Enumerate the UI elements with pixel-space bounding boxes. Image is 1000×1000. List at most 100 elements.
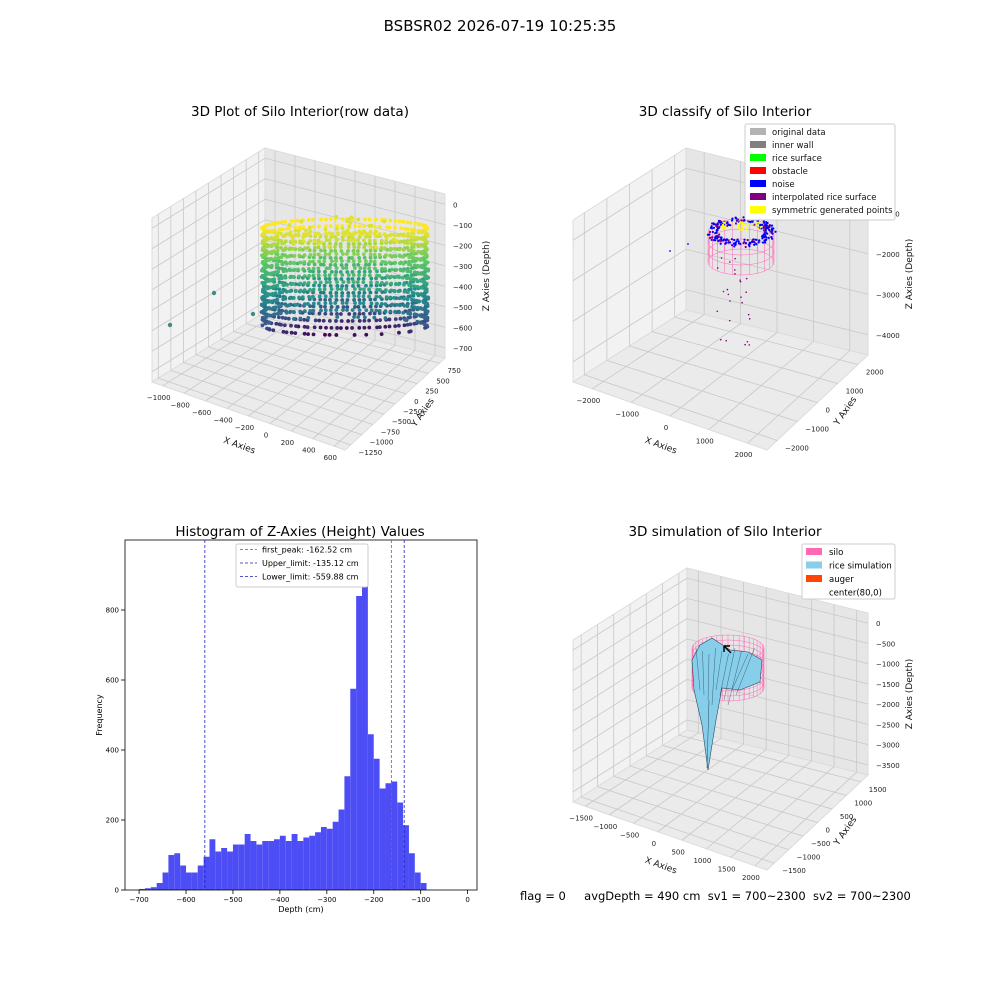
data-point (287, 254, 291, 259)
data-point (277, 294, 282, 299)
data-point (409, 283, 414, 288)
data-point (382, 232, 387, 237)
data-point (401, 254, 406, 259)
data-point (389, 232, 394, 237)
data-point (362, 273, 367, 278)
x-tick-label: −1500 (569, 814, 593, 822)
histogram-bar (420, 883, 427, 890)
data-point (273, 256, 278, 261)
data-point (322, 248, 327, 253)
data-point (347, 235, 351, 239)
histogram-bar (274, 839, 280, 890)
classified-point (744, 242, 748, 245)
data-point (291, 247, 296, 251)
data-point (362, 290, 367, 295)
x-tick-label: −1000 (615, 410, 639, 418)
data-point (323, 304, 327, 309)
rice-surface (691, 637, 763, 771)
histogram-bar (332, 821, 339, 890)
outlier-point (727, 293, 730, 296)
data-point (311, 332, 316, 337)
outlier-point (722, 290, 725, 293)
histogram-bar (373, 758, 380, 890)
data-point (344, 252, 349, 256)
data-point (273, 291, 278, 296)
data-point (392, 254, 396, 258)
data-point (296, 232, 301, 237)
classified-point (762, 219, 765, 223)
x-tick-label: −800 (171, 401, 190, 409)
data-point (367, 217, 372, 222)
data-point (279, 245, 283, 250)
symmetric-point (738, 226, 741, 230)
data-point (349, 215, 354, 220)
data-point (319, 240, 324, 245)
data-point (339, 312, 343, 316)
legend-label: inner wall (772, 141, 813, 151)
data-point (298, 316, 303, 321)
data-point (306, 267, 311, 271)
data-point (277, 280, 282, 285)
histogram-bar (256, 844, 263, 890)
surface-mesh (715, 650, 723, 691)
y-tick-label: 0 (826, 407, 830, 415)
classified-point (751, 240, 754, 244)
data-point (275, 241, 280, 246)
data-point (324, 266, 329, 271)
classified-point (759, 223, 762, 227)
data-point (358, 287, 363, 292)
data-point (392, 296, 396, 300)
grid-line (572, 678, 869, 752)
data-point (317, 283, 322, 288)
classified-point (761, 237, 764, 240)
data-point (277, 259, 281, 264)
symmetric-point (736, 222, 739, 225)
data-point (426, 267, 431, 272)
data-point (307, 295, 311, 299)
outlier-point (748, 318, 751, 320)
x-tick-label: −2000 (577, 397, 601, 405)
data-point (316, 266, 321, 271)
data-point (350, 277, 355, 281)
data-point (351, 280, 356, 284)
data-point (328, 262, 333, 267)
outlier-point (725, 339, 727, 342)
data-point (292, 268, 297, 272)
data-point (340, 298, 345, 302)
x-tick-label: 200 (281, 439, 294, 447)
classified-point (731, 244, 734, 247)
x-tick-label: 500 (671, 848, 684, 856)
data-point (334, 319, 338, 323)
data-point (352, 266, 357, 270)
data-point (288, 230, 293, 235)
data-point (263, 321, 268, 326)
classified-point (772, 227, 775, 230)
data-point (392, 247, 396, 251)
grid-line (629, 765, 818, 823)
histogram-bar (397, 802, 404, 890)
legend-label: center(80,0) (829, 589, 882, 599)
data-point (389, 281, 394, 286)
data-point (367, 262, 372, 267)
data-point (357, 224, 362, 229)
data-point (316, 231, 321, 236)
panel-simulation-3d: −1500−1000−5000500100015002000−1500−1000… (569, 543, 915, 882)
data-point (368, 304, 373, 309)
histogram-bar (408, 853, 415, 890)
data-point (335, 287, 340, 291)
data-point (276, 269, 281, 274)
data-point (292, 317, 296, 321)
data-point (375, 325, 380, 330)
data-point (328, 308, 333, 313)
data-point (288, 289, 292, 294)
data-point (323, 332, 327, 337)
z-tick-label: −200 (453, 242, 472, 250)
data-point (336, 232, 341, 237)
classified-point (767, 228, 771, 231)
classified-point (737, 240, 740, 243)
data-point (346, 280, 351, 284)
data-point (312, 239, 317, 244)
data-point (404, 276, 409, 281)
data-point (408, 276, 413, 281)
data-point (287, 226, 291, 231)
